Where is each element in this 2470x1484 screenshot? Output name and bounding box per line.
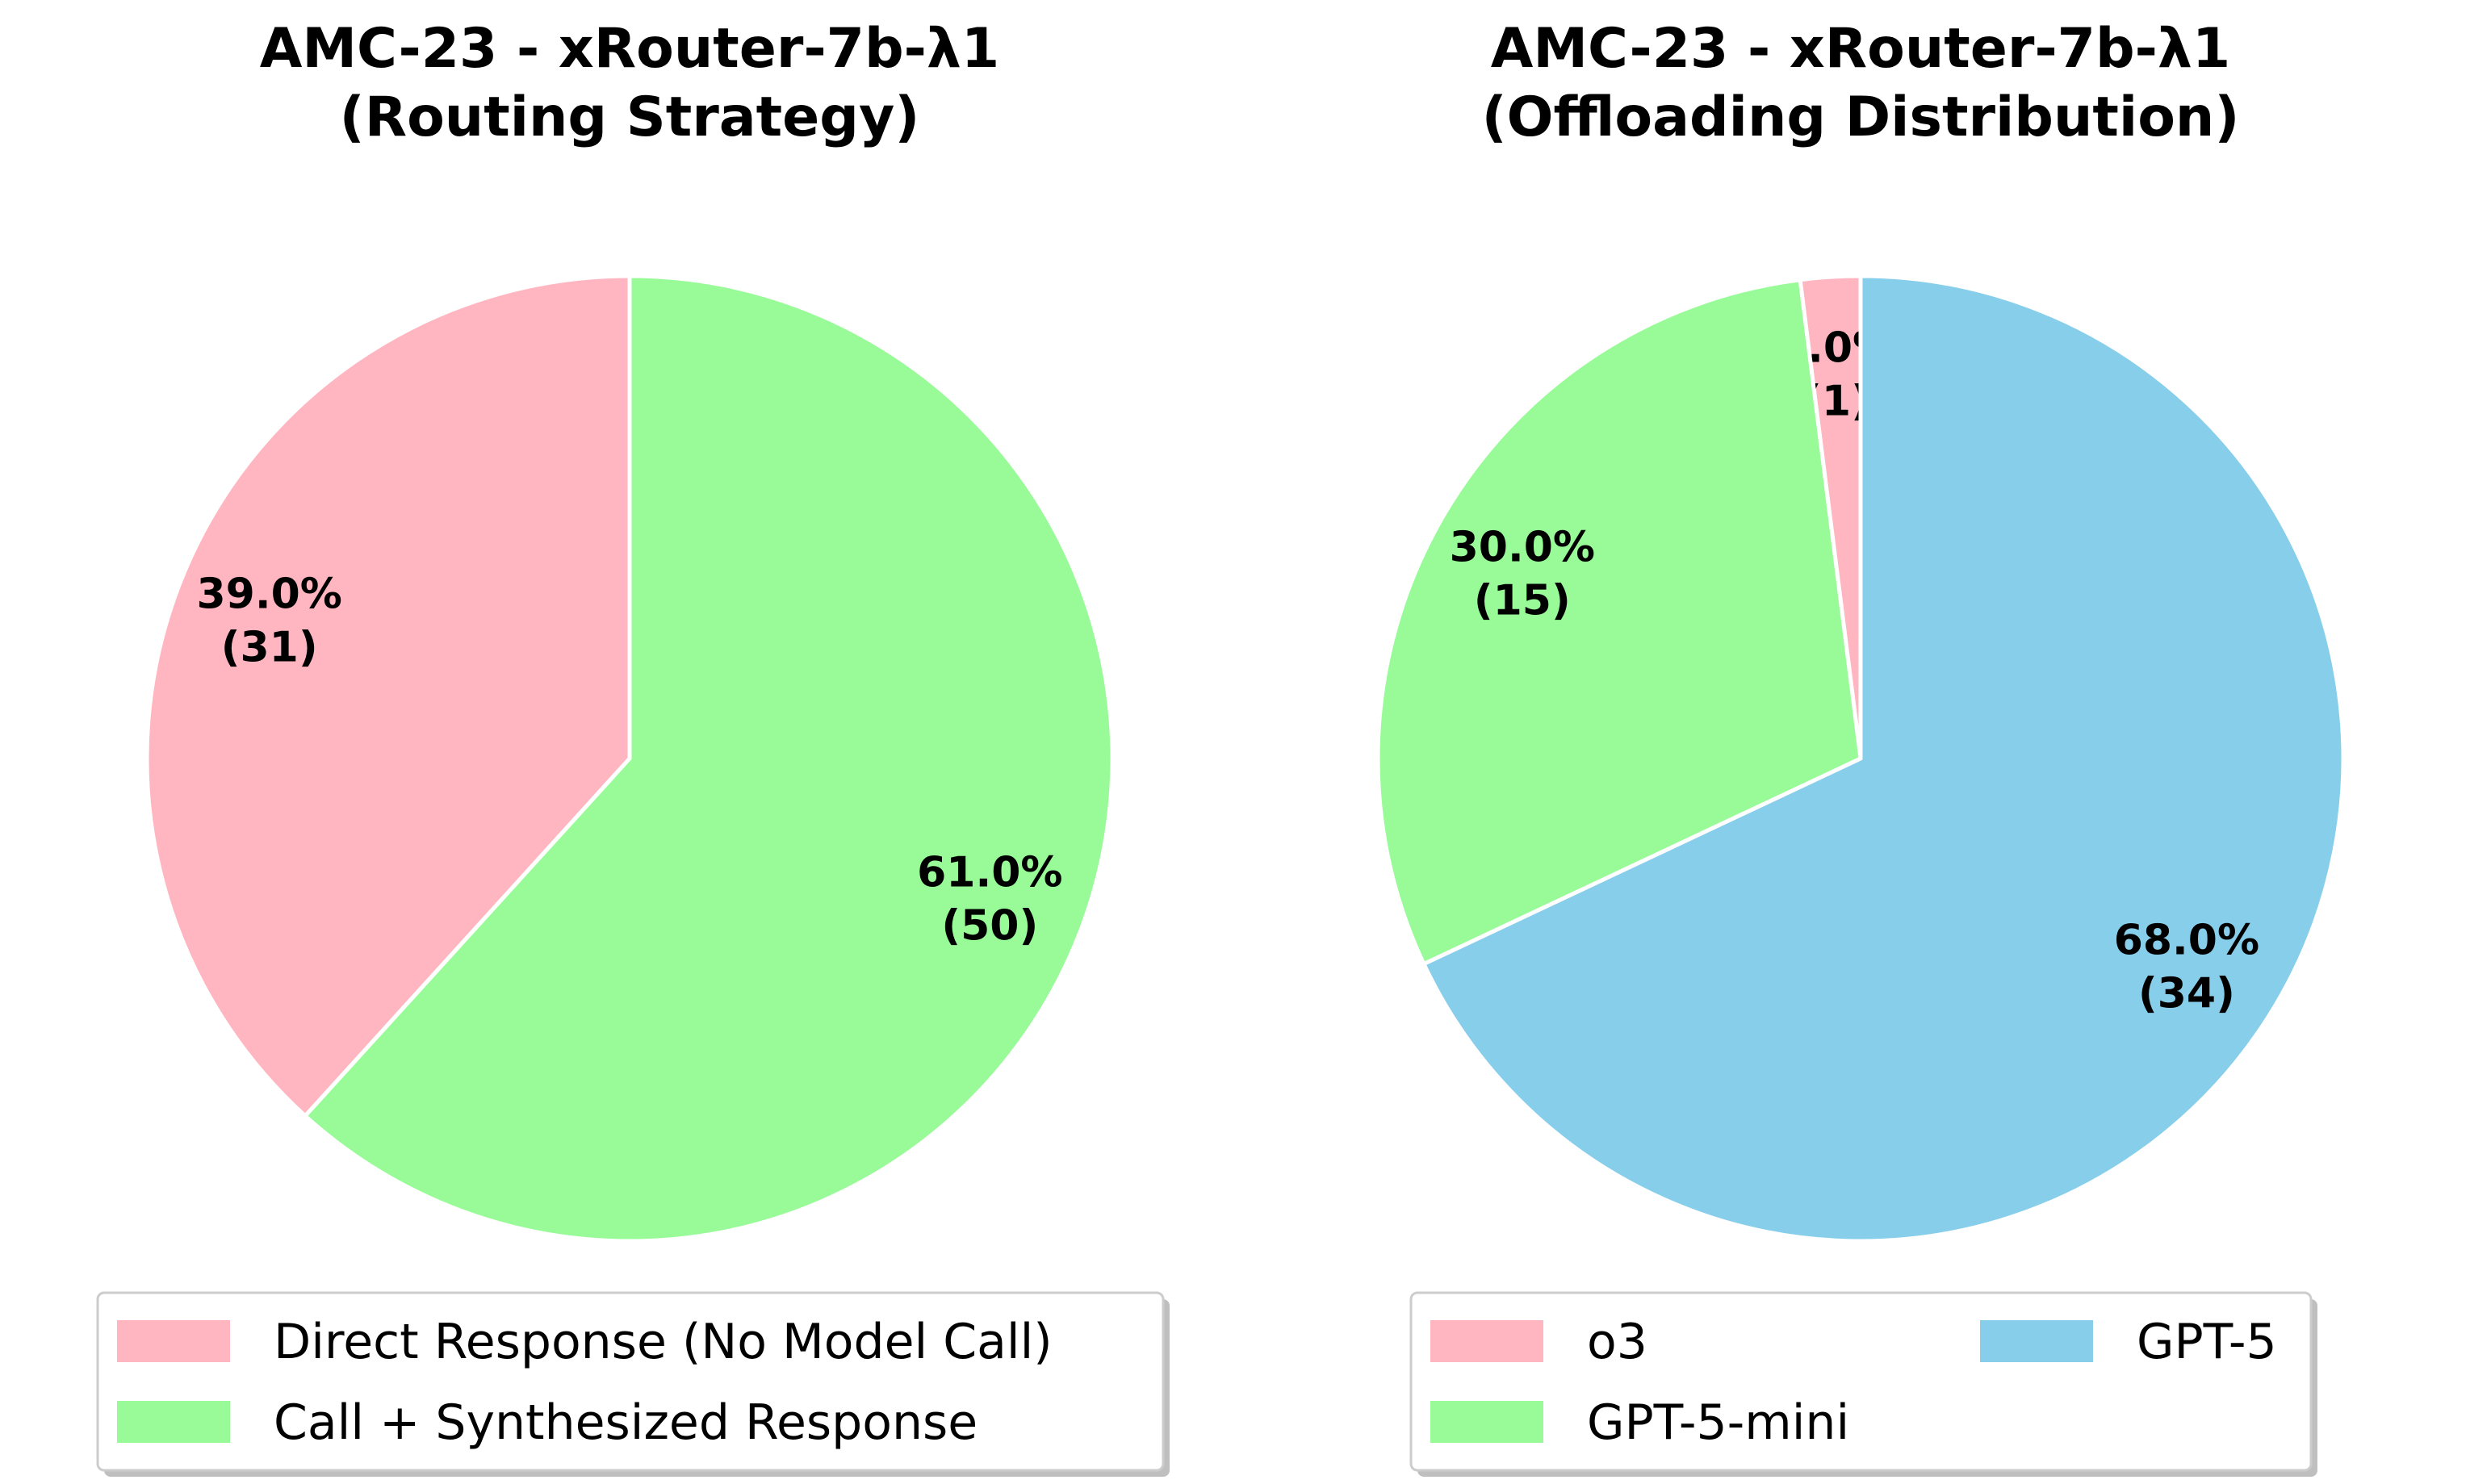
chart-title-1: AMC-23 - xRouter-7b-λ1 (Routing Strategy) <box>260 17 999 149</box>
pie-slice-gpt-5-mini <box>1375 278 1863 967</box>
legend-item-gpt-5-mini: GPT-5-mini <box>1430 1394 1849 1451</box>
legend-label-o3: o3 <box>1587 1314 1647 1370</box>
legend-swatch-direct-response-no-model-call <box>117 1320 230 1362</box>
legend-swatch-gpt-5 <box>1980 1320 2093 1362</box>
legend-item-direct-response-no-model-call: Direct Response (No Model Call) <box>117 1314 1053 1370</box>
legend-2: o3 GPT-5-mini GPT-5 <box>1409 1291 2317 1477</box>
legend-swatch-gpt-5-mini <box>1430 1401 1543 1443</box>
chart-title-2: AMC-23 - xRouter-7b-λ1 (Offloading Distri… <box>1482 17 2240 149</box>
legend-swatch-call-synthesized-response <box>117 1401 230 1443</box>
legend-frame <box>96 1291 1165 1472</box>
legend-label-direct-response-no-model-call: Direct Response (No Model Call) <box>274 1314 1053 1370</box>
pie-slice-direct-response-no-model-call <box>144 274 632 1118</box>
legend-item-call-synthesized-response: Call + Synthesized Response <box>117 1394 978 1451</box>
legend-item-gpt-5: GPT-5 <box>1980 1314 2277 1370</box>
legend-label-call-synthesized-response: Call + Synthesized Response <box>274 1394 978 1451</box>
slice-label-gpt-5: 68.0% (34) <box>2114 916 2259 1018</box>
legend-1: Direct Response (No Model Call) Call + Sy… <box>96 1291 1170 1477</box>
pie-slice-gpt-5 <box>1421 274 2346 1244</box>
legend-swatch-o3 <box>1430 1320 1543 1362</box>
legend-item-o3: o3 <box>1430 1314 1647 1370</box>
pie-chart-1: AMC-23 - xRouter-7b-λ1 (Routing Strategy)… <box>144 17 1115 1244</box>
slice-label-direct-response-no-model-call: 39.0% (31) <box>196 571 341 672</box>
slice-label-gpt-5-mini: 30.0% (15) <box>1450 524 1595 625</box>
pie-chart-2: AMC-23 - xRouter-7b-λ1 (Offloading Distri… <box>1375 17 2346 1244</box>
legend-label-gpt-5: GPT-5 <box>2137 1314 2277 1370</box>
slice-label-call-synthesized-response: 61.0% (50) <box>917 848 1062 950</box>
pie-slice-call-synthesized-response <box>303 274 1115 1244</box>
legend-label-gpt-5-mini: GPT-5-mini <box>1587 1394 1849 1451</box>
